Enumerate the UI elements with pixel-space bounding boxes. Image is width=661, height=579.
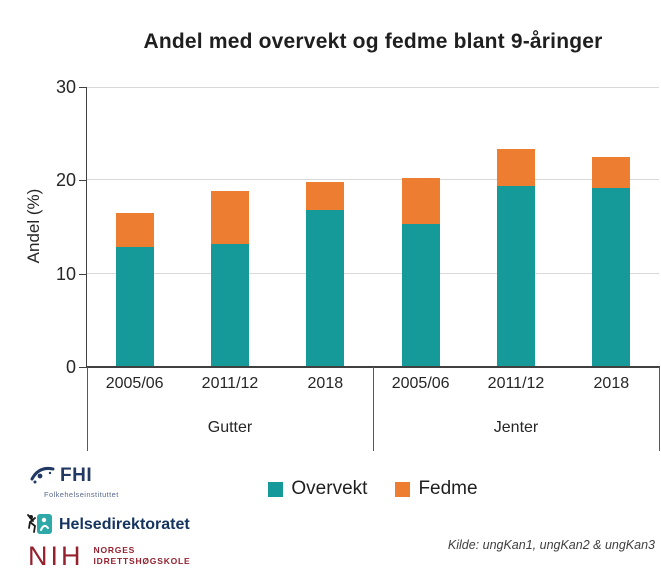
helsedirektoratet-logo: Helsedirektoratet <box>26 513 190 536</box>
x-axis-divider-1 <box>373 367 374 451</box>
x-axis-divider-0 <box>87 367 88 451</box>
fhi-logo: FHI Folkehelseinstituttet <box>30 463 119 499</box>
y-axis-line <box>86 87 87 367</box>
legend-item-fedme: Fedme <box>395 478 478 500</box>
y-tick-mark-0 <box>79 367 86 368</box>
group-label-gutter: Gutter <box>207 419 253 436</box>
plot-area <box>87 87 659 367</box>
y-tick-mark-20 <box>79 180 86 182</box>
bar-jenter-2011-12 <box>497 148 535 367</box>
nih-logo-letters: NIH <box>28 541 84 571</box>
gridline-10 <box>87 272 659 274</box>
overvekt-segment <box>401 224 440 367</box>
bar-gutter-2018 <box>306 182 345 367</box>
fedme-segment <box>115 213 154 247</box>
overvekt-segment <box>497 185 535 367</box>
top-gridline <box>87 87 659 88</box>
y-tick-10: 10 <box>55 263 76 284</box>
y-tick-20: 20 <box>55 170 76 191</box>
y-tick-0: 0 <box>65 357 76 377</box>
x-axis-divider-2 <box>659 367 660 451</box>
x-tick-gutter-2011-12: 2011/12 <box>201 375 259 392</box>
gridline-20 <box>87 179 659 181</box>
x-tick-jenter-2011-12: 2011/12 <box>487 375 545 392</box>
y-tick-mark-10 <box>79 273 86 275</box>
fedme-segment <box>306 182 345 211</box>
overvekt-segment <box>115 246 154 367</box>
fhi-logo-subtitle: Folkehelseinstituttet <box>44 490 119 499</box>
chart-title: Andel med overvekt og fedme blant 9-årin… <box>143 30 603 53</box>
legend-item-overvekt: Overvekt <box>268 478 367 500</box>
nih-logo-line1: NORGES <box>93 545 136 555</box>
x-tick-gutter-2018: 2018 <box>307 375 344 392</box>
legend: Overvekt Fedme <box>87 478 659 500</box>
overvekt-segment <box>592 187 631 367</box>
fedme-segment <box>211 190 249 244</box>
y-tick-30: 30 <box>55 77 76 97</box>
bar-gutter-2011-12 <box>211 190 249 367</box>
fedme-segment <box>497 148 535 186</box>
overvekt-swatch <box>268 481 284 497</box>
fedme-swatch <box>395 481 411 497</box>
overvekt-segment <box>211 243 249 367</box>
helsedirektoratet-icon <box>27 514 52 534</box>
bar-jenter-2018 <box>592 157 631 367</box>
fhi-swoosh-icon <box>30 467 55 484</box>
fhi-logo-text: FHI <box>60 465 93 486</box>
group-label-jenter: Jenter <box>493 419 539 436</box>
nih-logo: NIH NORGES IDRETTSHØGSKOLE <box>28 541 191 571</box>
legend-label-fedme: Fedme <box>418 478 478 499</box>
x-tick-jenter-2018: 2018 <box>593 375 630 392</box>
source-note: Kilde: ungKan1, ungKan2 & ungKan3 <box>447 538 655 552</box>
x-tick-gutter-2005-06: 2005/06 <box>105 375 164 392</box>
bar-jenter-2005-06 <box>401 178 440 367</box>
fedme-segment <box>592 157 631 188</box>
fedme-segment <box>401 178 440 225</box>
helsedirektoratet-logo-text: Helsedirektoratet <box>59 515 190 533</box>
nih-logo-line2: IDRETTSHØGSKOLE <box>93 556 191 566</box>
legend-label-overvekt: Overvekt <box>291 478 368 499</box>
y-tick-mark-30 <box>79 87 86 88</box>
x-tick-jenter-2005-06: 2005/06 <box>391 375 450 392</box>
bar-gutter-2005-06 <box>115 213 154 367</box>
overvekt-segment <box>306 210 345 367</box>
